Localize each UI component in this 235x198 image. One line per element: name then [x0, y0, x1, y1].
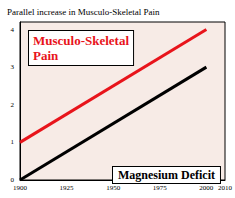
svg-text:2000: 2000 — [199, 184, 214, 192]
svg-text:Magnesium Deficit: Magnesium Deficit — [118, 168, 215, 182]
svg-text:1: 1 — [11, 138, 15, 146]
svg-text:2: 2 — [11, 101, 15, 109]
svg-text:0: 0 — [10, 176, 14, 184]
svg-text:Parallel increase in Musculo-S: Parallel increase in Musculo-Skeletal Pa… — [7, 7, 160, 17]
svg-text:Pain: Pain — [33, 48, 59, 63]
svg-text:1900: 1900 — [13, 184, 28, 192]
svg-text:1950: 1950 — [106, 184, 121, 192]
svg-text:4: 4 — [11, 26, 15, 34]
svg-text:1975: 1975 — [153, 184, 168, 192]
svg-text:1925: 1925 — [60, 184, 75, 192]
svg-text:3: 3 — [11, 63, 15, 71]
svg-text:2010: 2010 — [218, 184, 233, 192]
svg-text:Musculo-Skeletal: Musculo-Skeletal — [33, 33, 129, 48]
